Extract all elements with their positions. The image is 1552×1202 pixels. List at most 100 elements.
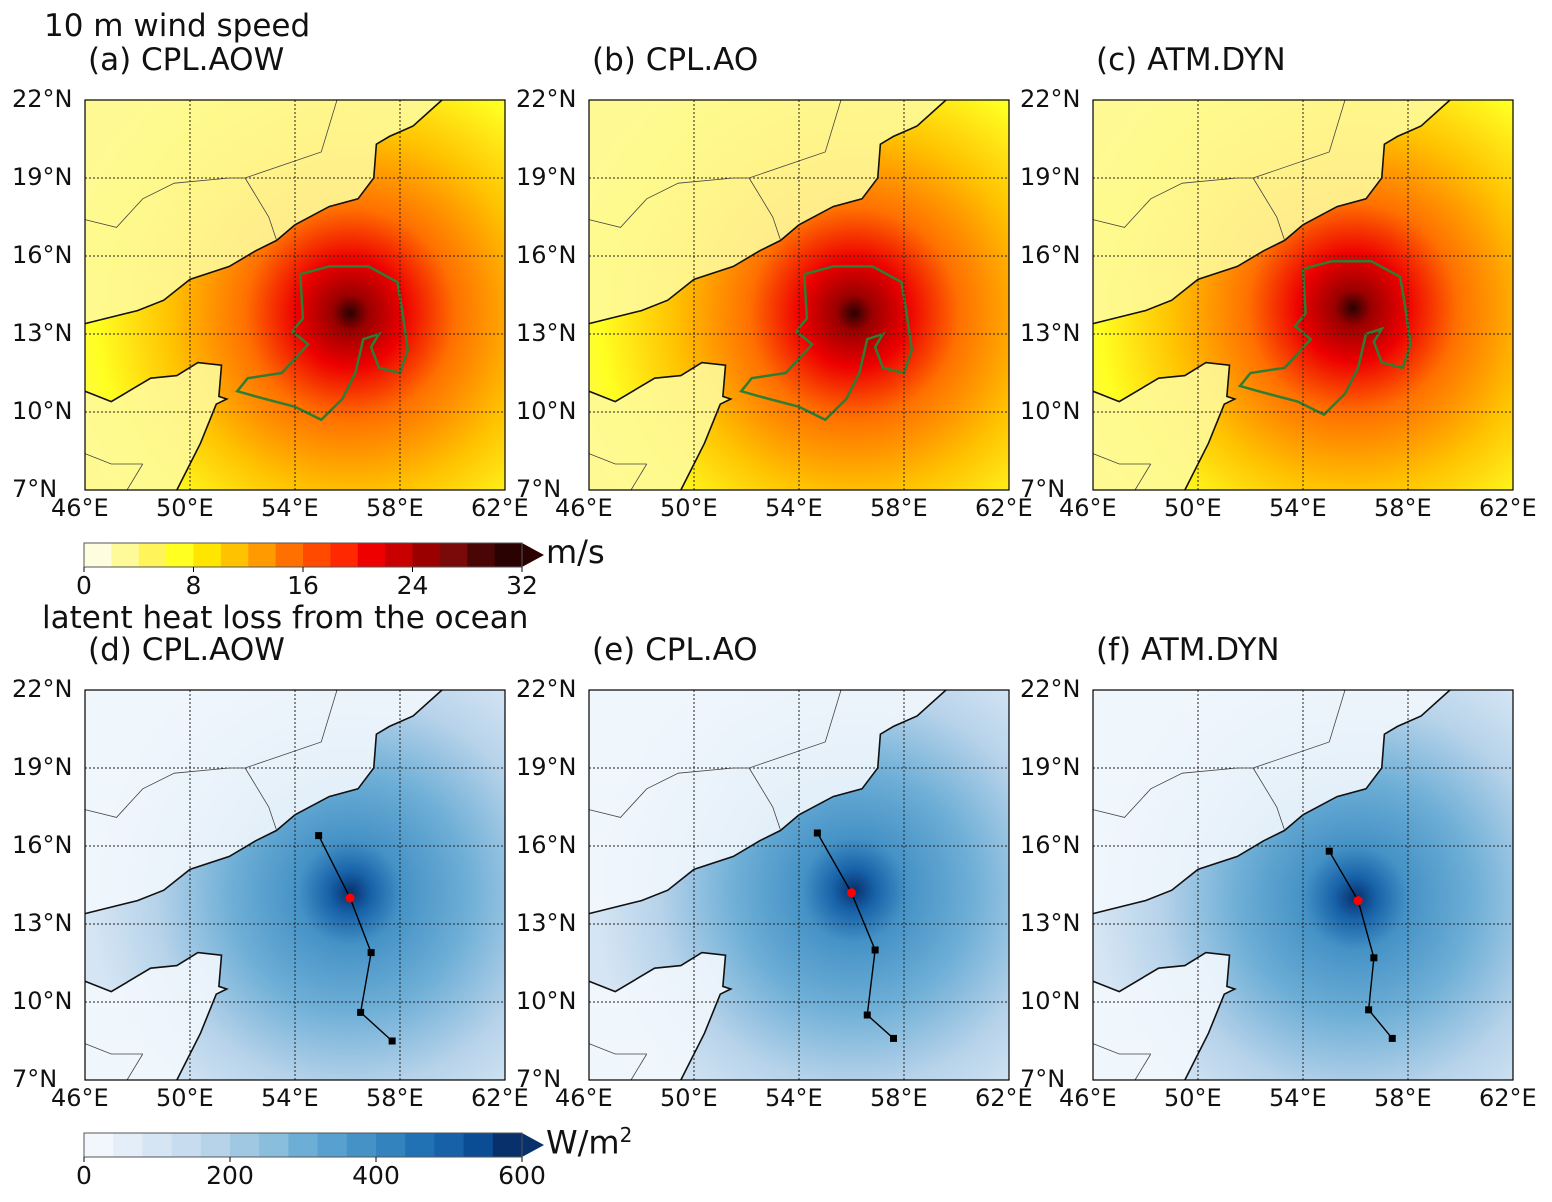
map-panel bbox=[84, 99, 506, 491]
lat-tick-label: 10°N bbox=[1020, 987, 1081, 1015]
panel-label: (f) ATM.DYN bbox=[1096, 632, 1280, 668]
lat-tick-label: 13°N bbox=[12, 319, 73, 347]
border-line bbox=[588, 177, 750, 228]
colorbar-swatch bbox=[346, 1133, 377, 1157]
lat-tick-label: 22°N bbox=[12, 85, 73, 113]
wind-contour bbox=[739, 265, 914, 422]
lon-tick-label: 50°E bbox=[156, 494, 214, 522]
map-panel bbox=[1092, 689, 1514, 1081]
border-line bbox=[1092, 453, 1151, 465]
lat-tick-label: 13°N bbox=[1020, 909, 1081, 937]
border-line bbox=[748, 177, 782, 241]
map-panel bbox=[588, 99, 1010, 491]
track-point bbox=[1388, 1034, 1396, 1042]
border-line bbox=[84, 453, 143, 465]
coastline bbox=[588, 951, 733, 1081]
track-point bbox=[1365, 1006, 1373, 1014]
lat-tick-label: 7°N bbox=[12, 475, 58, 503]
border-line bbox=[1134, 463, 1152, 491]
colorbar-unit-label: m/s bbox=[546, 533, 605, 571]
land-horn bbox=[85, 362, 227, 490]
panel-frame bbox=[84, 689, 506, 1081]
lat-tick-label: 22°N bbox=[1020, 675, 1081, 703]
colorbar-swatch bbox=[113, 1133, 143, 1157]
colorbar-tick-label: 0 bbox=[76, 1161, 92, 1190]
lon-tick-label: 62°E bbox=[975, 1084, 1033, 1112]
lon-tick-label: 62°E bbox=[975, 494, 1033, 522]
border-line bbox=[1252, 99, 1346, 179]
lat-tick-label: 16°N bbox=[1020, 831, 1081, 859]
lat-tick-label: 10°N bbox=[12, 987, 73, 1015]
lat-tick-label: 19°N bbox=[12, 163, 73, 191]
lon-tick-label: 46°E bbox=[555, 1084, 613, 1112]
lon-tick-label: 58°E bbox=[1374, 494, 1432, 522]
lat-tick-label: 10°N bbox=[12, 397, 73, 425]
lon-tick-label: 58°E bbox=[366, 1084, 424, 1112]
colorbar-swatch bbox=[463, 1133, 494, 1157]
border-line bbox=[244, 177, 278, 241]
colorbar-swatch bbox=[467, 543, 496, 567]
lat-tick-label: 22°N bbox=[516, 675, 577, 703]
storm-position-marker bbox=[345, 893, 355, 903]
lat-tick-label: 13°N bbox=[516, 319, 577, 347]
border-line bbox=[748, 689, 842, 769]
coastline bbox=[84, 361, 229, 491]
storm-position-marker bbox=[847, 888, 856, 898]
lon-tick-label: 58°E bbox=[1374, 1084, 1432, 1112]
panel-label: (b) CPL.AO bbox=[592, 42, 759, 78]
colorbar-swatch bbox=[405, 1133, 435, 1157]
lat-tick-label: 13°N bbox=[516, 909, 577, 937]
track-point bbox=[315, 832, 323, 840]
lon-tick-label: 46°E bbox=[1059, 494, 1117, 522]
lon-tick-label: 50°E bbox=[1164, 1084, 1222, 1112]
lon-tick-label: 50°E bbox=[660, 1084, 718, 1112]
colorbar-swatch bbox=[434, 1133, 465, 1157]
colorbar-extend-arrow bbox=[522, 543, 544, 567]
lat-tick-label: 16°N bbox=[516, 831, 577, 859]
lat-tick-label: 16°N bbox=[12, 831, 73, 859]
border-line bbox=[1092, 177, 1254, 228]
land-arabia bbox=[1093, 100, 1450, 324]
lat-tick-label: 16°N bbox=[1020, 241, 1081, 269]
lon-tick-label: 54°E bbox=[1269, 494, 1327, 522]
colorbar-swatch bbox=[288, 1133, 319, 1157]
lat-tick-label: 7°N bbox=[516, 1065, 562, 1093]
lon-tick-label: 62°E bbox=[471, 494, 529, 522]
border-line bbox=[84, 767, 246, 818]
colorbar-swatch bbox=[376, 1133, 406, 1157]
land-arabia bbox=[589, 690, 946, 914]
border-line bbox=[588, 1043, 647, 1055]
colorbar-extend-arrow bbox=[522, 1133, 544, 1157]
lon-tick-label: 54°E bbox=[1269, 1084, 1327, 1112]
lon-tick-label: 58°E bbox=[366, 494, 424, 522]
panel-frame bbox=[588, 689, 1010, 1081]
lat-tick-label: 19°N bbox=[12, 753, 73, 781]
lon-tick-label: 54°E bbox=[261, 494, 319, 522]
lat-tick-label: 19°N bbox=[1020, 753, 1081, 781]
coastline bbox=[1092, 99, 1451, 325]
coastline bbox=[588, 689, 947, 915]
lat-tick-label: 22°N bbox=[1020, 85, 1081, 113]
lat-tick-label: 22°N bbox=[516, 85, 577, 113]
colorbar-swatch bbox=[138, 543, 167, 567]
coastline bbox=[588, 99, 947, 325]
land-horn bbox=[589, 952, 731, 1080]
lat-tick-label: 7°N bbox=[516, 475, 562, 503]
lat-tick-label: 19°N bbox=[516, 163, 577, 191]
border-line bbox=[1252, 689, 1346, 769]
lon-tick-label: 46°E bbox=[51, 494, 109, 522]
wind-contour bbox=[1237, 259, 1412, 417]
track-point bbox=[871, 946, 879, 954]
land-horn bbox=[589, 362, 731, 490]
lat-tick-label: 7°N bbox=[12, 1065, 58, 1093]
colorbar-tick-label: 16 bbox=[287, 571, 319, 600]
map-panel bbox=[588, 689, 1010, 1081]
colorbar-swatch bbox=[200, 1133, 231, 1157]
colorbar-swatch bbox=[357, 543, 386, 567]
land-horn bbox=[85, 952, 227, 1080]
border-line bbox=[630, 1053, 648, 1081]
lat-tick-label: 16°N bbox=[516, 241, 577, 269]
lon-tick-label: 50°E bbox=[156, 1084, 214, 1112]
lon-tick-label: 50°E bbox=[660, 494, 718, 522]
